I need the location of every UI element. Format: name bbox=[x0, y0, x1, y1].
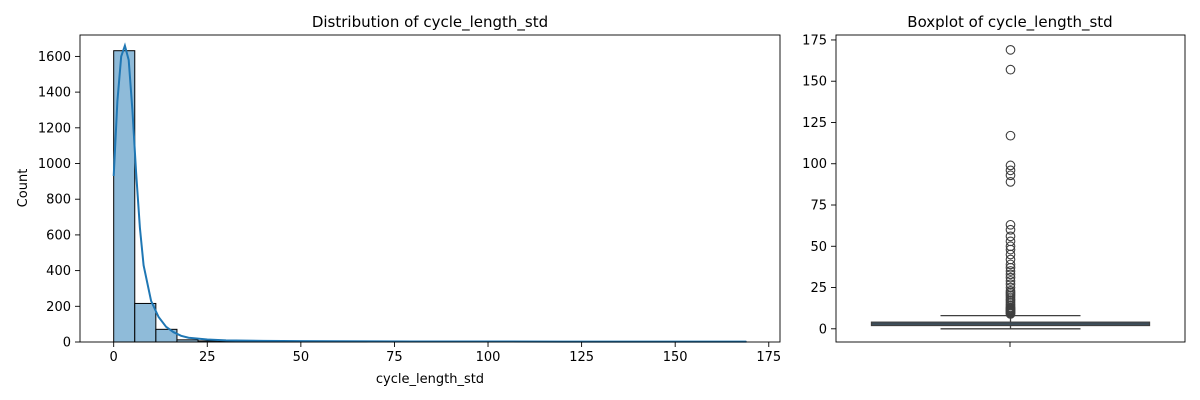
x-tick-label: 100 bbox=[476, 350, 501, 365]
histogram-x-label: cycle_length_std bbox=[376, 372, 484, 387]
histogram-panel: Distribution of cycle_length_std 0 25 50 75… bbox=[16, 13, 781, 387]
x-tick-label: 25 bbox=[199, 350, 216, 365]
histogram-axes-frame bbox=[79, 34, 781, 343]
y-tick-label: 1200 bbox=[38, 121, 71, 136]
outlier-point bbox=[1005, 224, 1016, 235]
y-tick-label: 75 bbox=[810, 199, 827, 214]
histogram-y-ticks: 0 200 400 600 800 1000 1200 1400 1600 bbox=[38, 50, 80, 351]
y-tick-label: 150 bbox=[802, 75, 827, 90]
boxplot-y-ticks: 0 25 50 75 100 125 150 175 bbox=[802, 33, 836, 337]
kde-curve bbox=[112, 42, 747, 343]
x-tick-label: 175 bbox=[756, 350, 781, 365]
y-tick-label: 400 bbox=[46, 264, 71, 279]
y-tick-label: 125 bbox=[802, 116, 827, 131]
outlier-point bbox=[1005, 45, 1016, 55]
x-tick-label: 50 bbox=[293, 350, 310, 365]
y-tick-label: 0 bbox=[63, 336, 71, 351]
boxplot-body bbox=[870, 314, 1151, 330]
y-tick-label: 600 bbox=[46, 228, 71, 243]
boxplot-axes-frame bbox=[835, 34, 1186, 343]
outlier-point bbox=[1005, 249, 1016, 260]
y-tick-label: 200 bbox=[46, 300, 71, 315]
outlier-point bbox=[1005, 165, 1016, 176]
y-tick-label: 800 bbox=[46, 193, 71, 208]
y-tick-label: 100 bbox=[802, 157, 827, 172]
outlier-point bbox=[1005, 266, 1016, 276]
x-tick-label: 150 bbox=[663, 350, 688, 365]
y-tick-label: 175 bbox=[802, 33, 827, 48]
outlier-point bbox=[1005, 279, 1016, 290]
outlier-point bbox=[1005, 64, 1016, 75]
x-tick-label: 0 bbox=[110, 350, 118, 365]
x-tick-label: 125 bbox=[569, 350, 594, 365]
outlier-point bbox=[1005, 160, 1016, 171]
outlier-point bbox=[1005, 130, 1016, 141]
y-tick-label: 1400 bbox=[38, 86, 71, 101]
outlier-point bbox=[1005, 177, 1016, 187]
y-tick-label: 25 bbox=[810, 281, 827, 296]
x-tick-label: 75 bbox=[386, 350, 403, 365]
outlier-point bbox=[1005, 276, 1016, 286]
boxplot-title: Boxplot of cycle_length_std bbox=[907, 13, 1112, 32]
y-tick-label: 1600 bbox=[38, 50, 71, 65]
outlier-point bbox=[1005, 219, 1016, 230]
outlier-point bbox=[1005, 254, 1016, 265]
outlier-point bbox=[1005, 272, 1016, 283]
outlier-point bbox=[1005, 282, 1016, 293]
outlier-point bbox=[1005, 285, 1016, 296]
outlier-point bbox=[1005, 269, 1016, 280]
histogram-bars bbox=[113, 50, 747, 343]
y-tick-label: 0 bbox=[819, 322, 827, 337]
histogram-title: Distribution of cycle_length_std bbox=[312, 13, 548, 32]
boxplot-panel: Boxplot of cycle_length_std 0 25 50 75 100 12… bbox=[802, 13, 1186, 347]
outlier-point bbox=[1005, 231, 1016, 242]
outlier-point bbox=[1005, 259, 1016, 270]
histogram-x-ticks: 0 25 50 75 100 125 150 175 bbox=[110, 342, 781, 365]
boxplot-outliers bbox=[1005, 45, 1016, 319]
outlier-point bbox=[1005, 241, 1016, 252]
histogram-y-label: Count bbox=[16, 169, 31, 208]
outlier-point bbox=[1005, 236, 1016, 247]
y-tick-label: 1000 bbox=[38, 157, 71, 172]
outlier-point bbox=[1005, 170, 1016, 181]
histogram-bar bbox=[134, 302, 157, 343]
y-tick-label: 50 bbox=[810, 240, 827, 255]
